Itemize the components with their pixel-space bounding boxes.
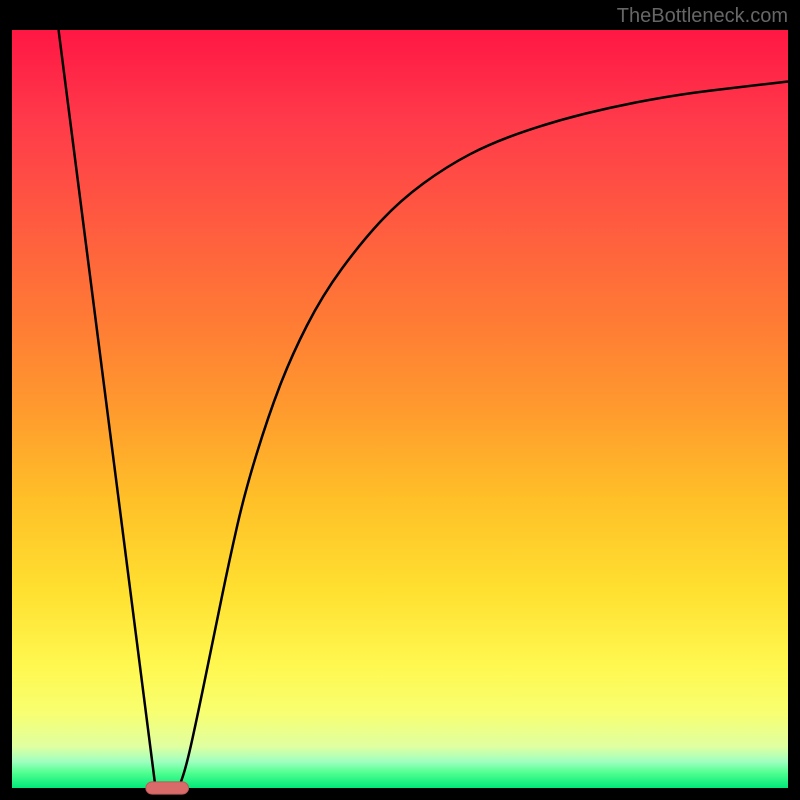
watermark-text: TheBottleneck.com — [617, 5, 788, 28]
plot-background — [12, 30, 788, 788]
chart-container: TheBottleneck.com — [0, 0, 800, 800]
bottleneck-chart — [0, 0, 800, 800]
bottleneck-marker — [146, 782, 189, 794]
